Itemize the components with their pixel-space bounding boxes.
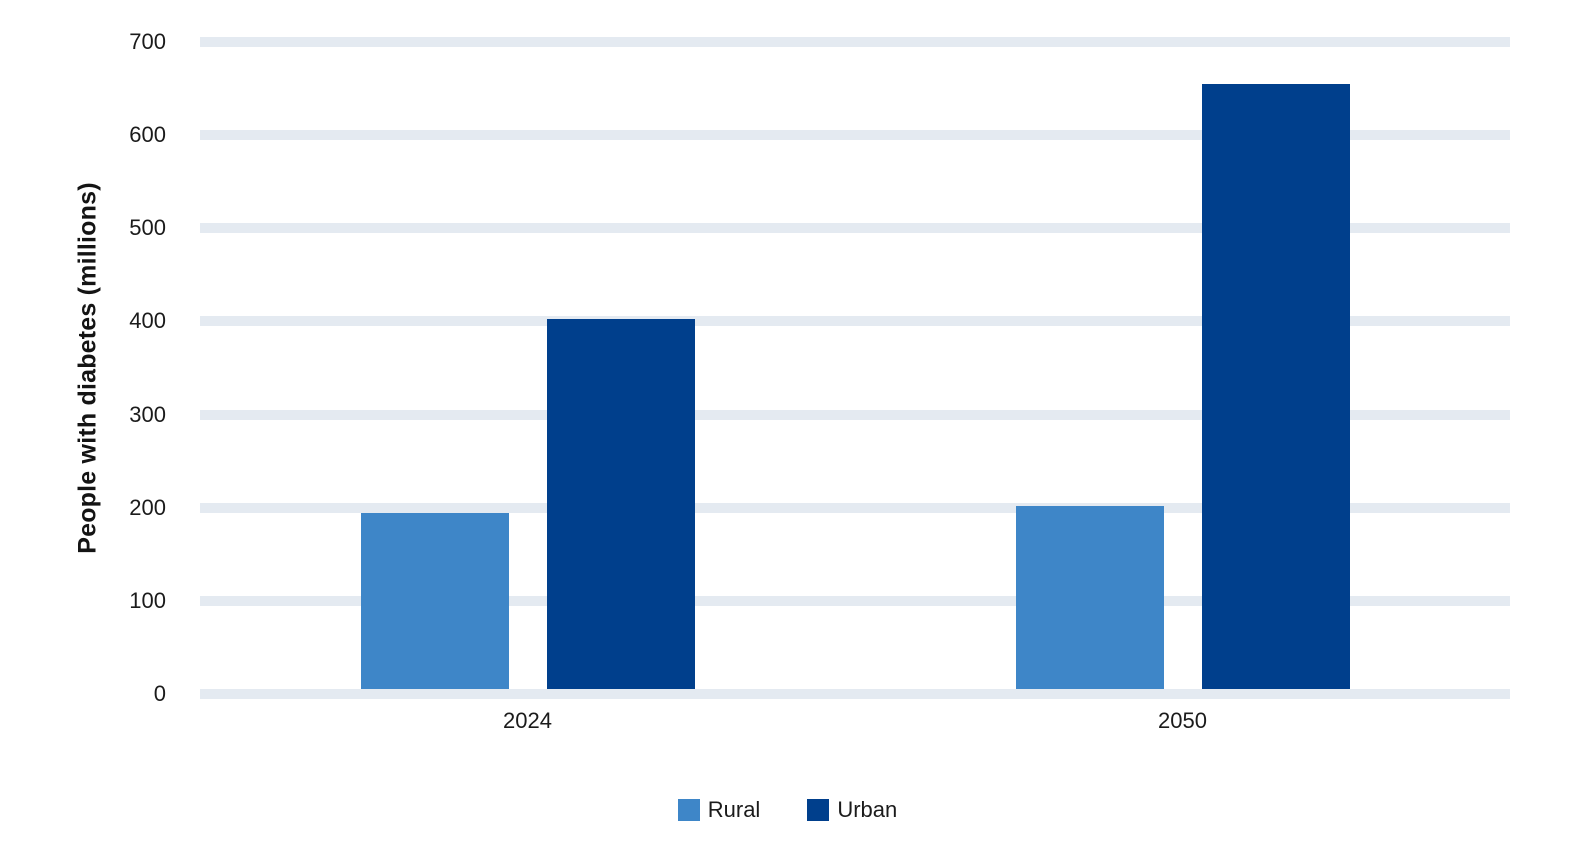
y-axis: 0 100 200 300 400 500 600 700 (0, 31, 166, 705)
legend-item-rural[interactable]: Rural (677, 797, 761, 823)
gridlines (200, 37, 1510, 699)
legend: Rural Urban (0, 797, 1575, 823)
bar-group-2024 (200, 42, 855, 694)
legend-swatch-urban-icon (807, 799, 830, 821)
bar-urban-2024[interactable] (546, 319, 695, 689)
y-tick-label-100: 100 (129, 587, 166, 613)
y-tick-label-700: 700 (129, 29, 166, 54)
gridline-200 (200, 502, 1510, 513)
legend-item-urban[interactable]: Urban (807, 797, 897, 823)
y-tick-label-200: 200 (129, 494, 166, 520)
gridline-700 (200, 37, 1510, 47)
legend-label-rural: Rural (707, 797, 761, 822)
bar-rural-2024[interactable] (360, 513, 509, 689)
x-axis-label-2050: 2050 (1158, 708, 1207, 733)
x-axis-label-2024: 2024 (503, 708, 552, 733)
y-tick-label-300: 300 (129, 401, 166, 427)
gridline-500 (200, 223, 1510, 234)
gridline-300 (200, 409, 1510, 420)
bar-urban-2050[interactable] (1201, 83, 1350, 689)
bar-group-2050 (855, 42, 1510, 694)
bar-rural-2050[interactable] (1015, 506, 1164, 689)
y-tick-label-500: 500 (129, 215, 166, 241)
gridline-100 (200, 595, 1510, 606)
plot-area (200, 37, 1510, 699)
legend-swatch-rural-icon (677, 799, 700, 821)
y-tick-label-600: 600 (129, 122, 166, 148)
x-axis: 2024 2050 (200, 708, 1510, 734)
y-tick-label-0: 0 (153, 681, 166, 706)
gridline-600 (200, 130, 1510, 141)
y-tick-label-400: 400 (129, 308, 166, 334)
gridline-0 (200, 689, 1510, 699)
bar-groups (200, 42, 1510, 694)
gridline-400 (200, 316, 1510, 327)
legend-label-urban: Urban (837, 797, 898, 822)
